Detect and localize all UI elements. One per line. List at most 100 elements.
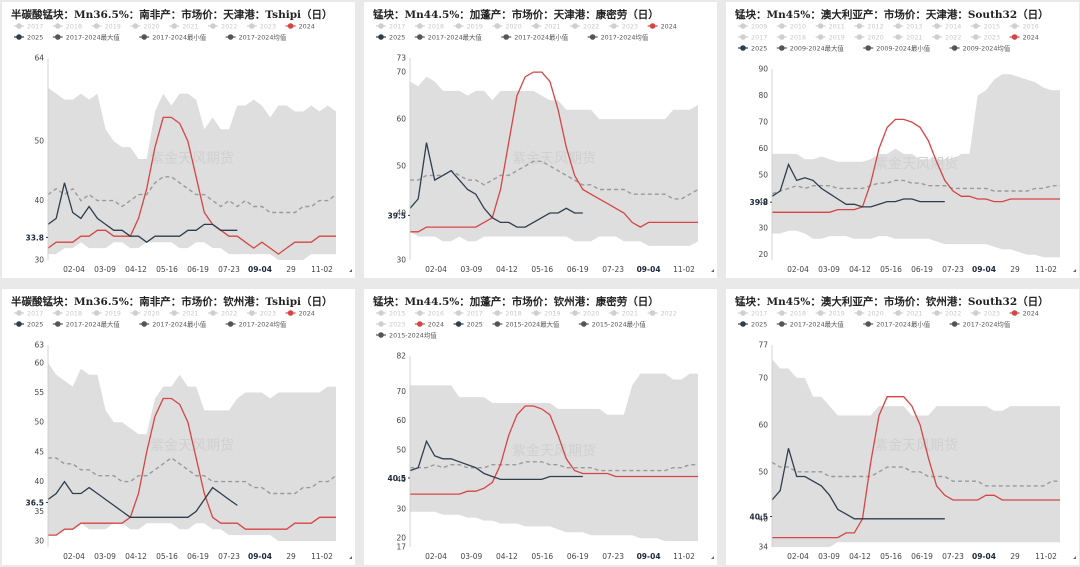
legend-item-2009-2024最小值[interactable]: 2009-2024最小值 xyxy=(863,43,931,52)
legend-item-2020[interactable]: 2020 xyxy=(854,309,884,317)
y-tick-label: 73 xyxy=(396,54,406,63)
legend-item-2024[interactable]: 2024 xyxy=(1009,309,1039,317)
legend-item-2017-2024均值[interactable]: 2017-2024均值 xyxy=(225,319,287,328)
legend-item-2020[interactable]: 2020 xyxy=(854,33,884,41)
legend-item-2017[interactable]: 2017 xyxy=(14,309,43,317)
legend-item-2024[interactable]: 2024 xyxy=(285,309,315,317)
legend-item-2015-2024均值[interactable]: 2015-2024均值 xyxy=(376,330,437,339)
legend-item-2021[interactable]: 2021 xyxy=(893,309,922,317)
legend-item-2017-2024均值[interactable]: 2017-2024均值 xyxy=(587,32,649,41)
legend-item-2025[interactable]: 2025 xyxy=(738,320,767,328)
legend-item-2019[interactable]: 2019 xyxy=(91,22,121,30)
legend-item-2016[interactable]: 2016 xyxy=(1009,22,1039,30)
legend-label: 2019 xyxy=(829,309,845,317)
legend-item-2015-2024最小值[interactable]: 2015-2024最小值 xyxy=(578,319,647,328)
legend-item-2023[interactable]: 2023 xyxy=(376,320,405,328)
legend-item-2012[interactable]: 2012 xyxy=(854,22,884,30)
legend-item-2019[interactable]: 2019 xyxy=(531,309,560,317)
legend-item-2025[interactable]: 2025 xyxy=(14,320,43,328)
legend-item-2015[interactable]: 2015 xyxy=(970,22,1000,30)
legend-label: 2017 xyxy=(467,309,483,317)
legend-item-2020[interactable]: 2020 xyxy=(570,309,599,317)
legend-item-2017-2024最小值[interactable]: 2017-2024最小值 xyxy=(139,32,207,41)
legend-item-2022[interactable]: 2022 xyxy=(647,309,677,317)
legend-item-2017[interactable]: 2017 xyxy=(453,309,483,317)
legend-item-2023[interactable]: 2023 xyxy=(246,309,276,317)
legend-item-2019[interactable]: 2019 xyxy=(815,33,845,41)
legend-item-2014[interactable]: 2014 xyxy=(932,22,961,30)
legend-item-2024[interactable]: 2024 xyxy=(285,22,315,30)
legend-item-2022[interactable]: 2022 xyxy=(932,309,961,317)
legend-label: 2020 xyxy=(867,309,883,317)
legend-label: 2009-2024最小值 xyxy=(876,43,931,52)
legend-item-2015[interactable]: 2015 xyxy=(376,309,405,317)
legend-item-2017-2024最大值[interactable]: 2017-2024最大值 xyxy=(52,32,121,41)
legend-item-2018[interactable]: 2018 xyxy=(776,33,806,41)
legend-item-2023[interactable]: 2023 xyxy=(608,22,638,30)
legend-item-2022[interactable]: 2022 xyxy=(932,33,961,41)
legend-item-2017-2024最小值[interactable]: 2017-2024最小值 xyxy=(139,319,207,328)
legend-item-2021[interactable]: 2021 xyxy=(608,309,638,317)
legend-item-2022[interactable]: 2022 xyxy=(570,22,599,30)
legend-item-2023[interactable]: 2023 xyxy=(970,309,1000,317)
watermark-text: 紫金天风期货 xyxy=(150,437,234,454)
legend-item-2017-2024最大值[interactable]: 2017-2024最大值 xyxy=(776,319,845,328)
legend-item-2013[interactable]: 2013 xyxy=(893,22,922,30)
legend-item-2020[interactable]: 2020 xyxy=(492,22,522,30)
legend-item-2025[interactable]: 2025 xyxy=(738,44,767,52)
legend-item-2017-2024最小值[interactable]: 2017-2024最小值 xyxy=(501,32,569,41)
legend-item-2018[interactable]: 2018 xyxy=(776,309,806,317)
legend-item-2009-2024均值[interactable]: 2009-2024均值 xyxy=(949,43,1011,52)
legend-item-2024[interactable]: 2024 xyxy=(647,22,677,30)
legend-item-2017[interactable]: 2017 xyxy=(738,309,767,317)
legend-item-2016[interactable]: 2016 xyxy=(414,309,444,317)
legend-item-2011[interactable]: 2011 xyxy=(815,22,845,30)
legend-item-2018[interactable]: 2018 xyxy=(492,309,522,317)
legend-item-2021[interactable]: 2021 xyxy=(893,33,922,41)
legend-item-2017-2024最大值[interactable]: 2017-2024最大值 xyxy=(52,319,121,328)
x-tick-label: 03-09 xyxy=(94,552,116,561)
legend-item-2009-2024最大值[interactable]: 2009-2024最大值 xyxy=(776,43,845,52)
legend-item-2017-2024最大值[interactable]: 2017-2024最大值 xyxy=(414,32,483,41)
legend-item-2021[interactable]: 2021 xyxy=(531,22,560,30)
x-tick-label: 11-02 xyxy=(311,552,333,561)
legend-item-2023[interactable]: 2023 xyxy=(970,33,1000,41)
chart-svg: 2017 2018 2019 2020 2021 2022 2023 2024 2025 2017… xyxy=(376,22,714,274)
legend-label: 2024 xyxy=(299,309,315,317)
legend-item-2021[interactable]: 2021 xyxy=(169,22,198,30)
legend-item-2025[interactable]: 2025 xyxy=(14,33,43,41)
legend-item-2019[interactable]: 2019 xyxy=(453,22,483,30)
legend-item-2017[interactable]: 2017 xyxy=(738,33,767,41)
legend-label: 2017 xyxy=(751,309,767,317)
legend-item-2019[interactable]: 2019 xyxy=(815,309,845,317)
legend-item-2017[interactable]: 2017 xyxy=(14,22,43,30)
legend-item-2021[interactable]: 2021 xyxy=(169,309,198,317)
legend-item-2017[interactable]: 2017 xyxy=(376,22,405,30)
legend-item-2017-2024最小值[interactable]: 2017-2024最小值 xyxy=(863,319,931,328)
legend-item-2020[interactable]: 2020 xyxy=(130,22,160,30)
legend-item-2020[interactable]: 2020 xyxy=(130,309,160,317)
legend-item-2025[interactable]: 2025 xyxy=(453,320,483,328)
legend-item-2019[interactable]: 2019 xyxy=(91,309,121,317)
legend-item-2024[interactable]: 2024 xyxy=(414,320,444,328)
legend-item-2017-2024均值[interactable]: 2017-2024均值 xyxy=(949,319,1011,328)
legend-item-2017-2024均值[interactable]: 2017-2024均值 xyxy=(225,32,287,41)
y-tick-label: 80 xyxy=(758,91,768,100)
legend-item-2018[interactable]: 2018 xyxy=(414,22,444,30)
legend-item-2022[interactable]: 2022 xyxy=(208,309,237,317)
series-2024-line xyxy=(47,116,336,255)
legend-item-2010[interactable]: 2010 xyxy=(776,22,806,30)
legend-label: 2022 xyxy=(945,309,961,317)
legend-item-2024[interactable]: 2024 xyxy=(1009,33,1039,41)
legend-item-2022[interactable]: 2022 xyxy=(208,22,237,30)
legend-label: 2020 xyxy=(583,309,599,317)
legend-item-2025[interactable]: 2025 xyxy=(376,33,405,41)
legend-item-2015-2024最大值[interactable]: 2015-2024最大值 xyxy=(492,319,560,328)
legend-item-2009[interactable]: 2009 xyxy=(738,22,767,30)
legend-item-2023[interactable]: 2023 xyxy=(246,22,276,30)
legend-item-2018[interactable]: 2018 xyxy=(52,22,82,30)
legend-label: 2018 xyxy=(66,309,82,317)
chart-svg: 2009 2010 2011 2012 2013 2014 2015 2016 2017 2018… xyxy=(738,22,1076,274)
legend-item-2018[interactable]: 2018 xyxy=(52,309,82,317)
legend-label: 2018 xyxy=(505,309,521,317)
